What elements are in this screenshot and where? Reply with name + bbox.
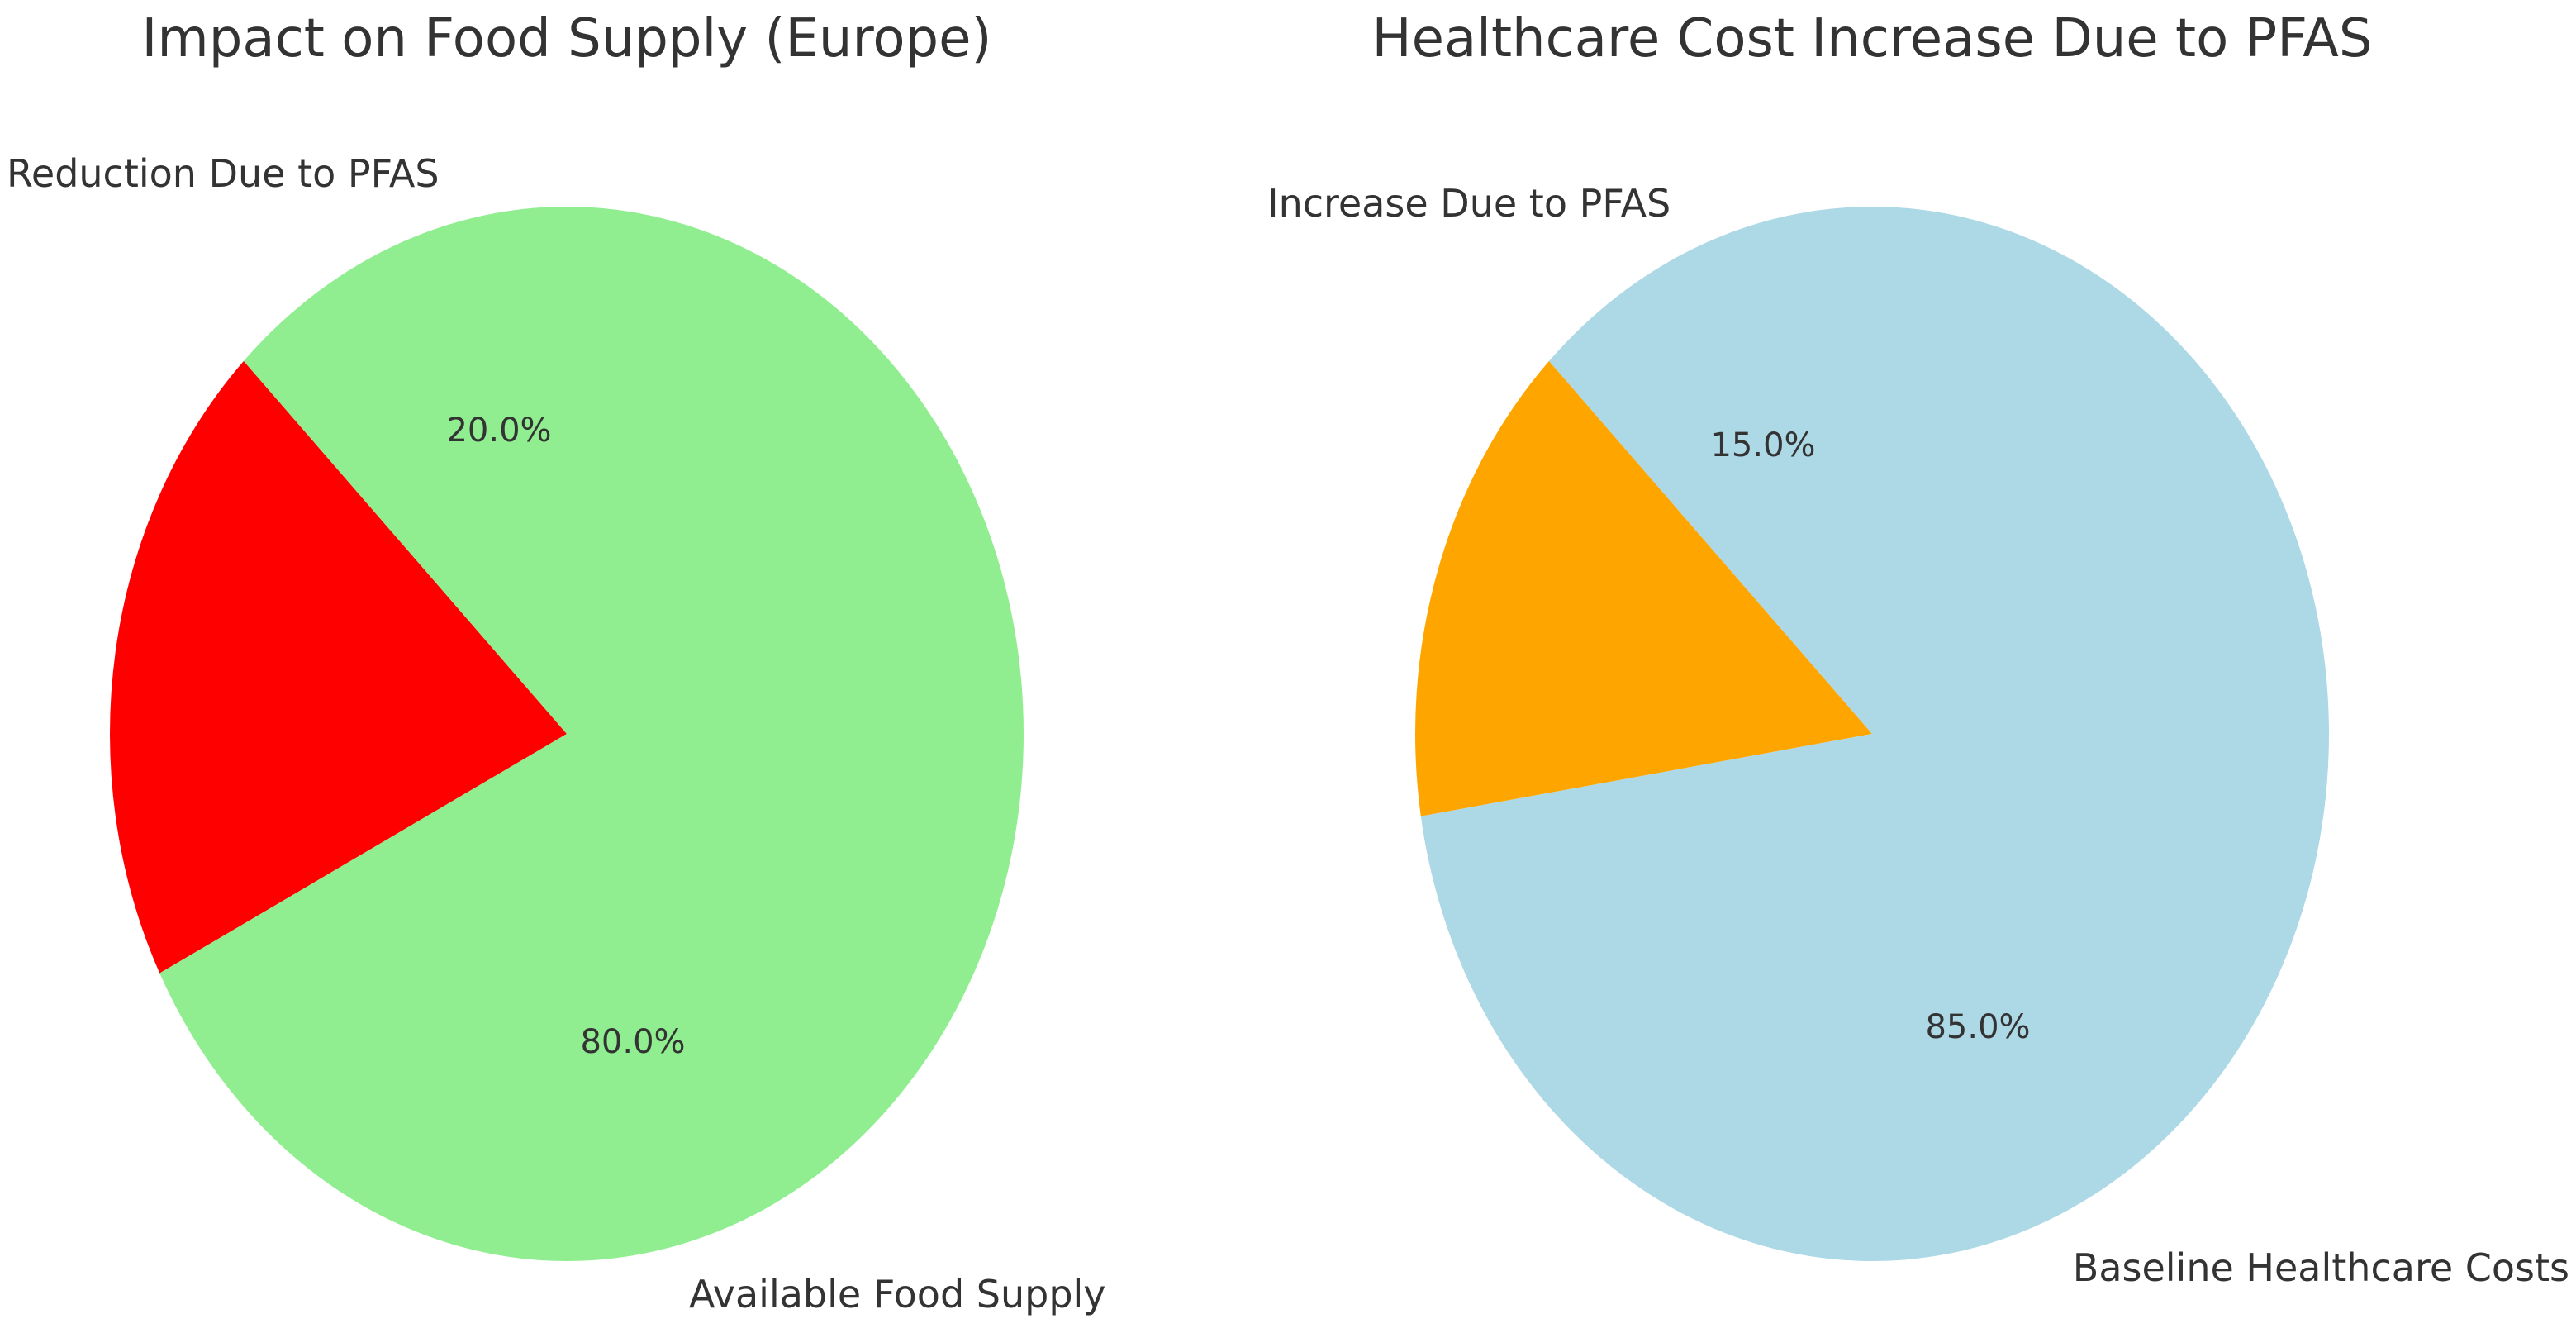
slice-reduction-due-to-pfas [109,360,567,974]
pct-label-reduction-due-to-pfas: 20.0% [446,412,551,450]
slice-available-food-supply [159,206,1024,1262]
slice-label-available-food-supply: Available Food Supply [689,1272,1106,1316]
slice-label-increase-due-to-pfas: Increase Due to PFAS [1267,181,1671,226]
food-supply-pie-chart: Impact on Food Supply (Europe) Reduction… [7,8,1106,1316]
food-supply-slices [109,206,1024,1262]
slice-label-baseline-healthcare-costs: Baseline Healthcare Costs [2073,1245,2569,1290]
pct-label-baseline-healthcare-costs: 85.0% [1925,1008,2030,1046]
healthcare-cost-chart-title: Healthcare Cost Increase Due to PFAS [1371,8,2372,69]
slice-increase-due-to-pfas [1415,360,1872,816]
food-supply-chart-title: Impact on Food Supply (Europe) [142,8,992,69]
slice-label-reduction-due-to-pfas: Reduction Due to PFAS [7,151,440,196]
healthcare-cost-slices [1415,206,2330,1261]
pct-label-increase-due-to-pfas: 15.0% [1710,426,1815,464]
pct-label-available-food-supply: 80.0% [580,1023,685,1061]
healthcare-cost-pie-chart: Healthcare Cost Increase Due to PFAS Inc… [1267,8,2569,1290]
slice-baseline-healthcare-costs [1420,206,2330,1261]
